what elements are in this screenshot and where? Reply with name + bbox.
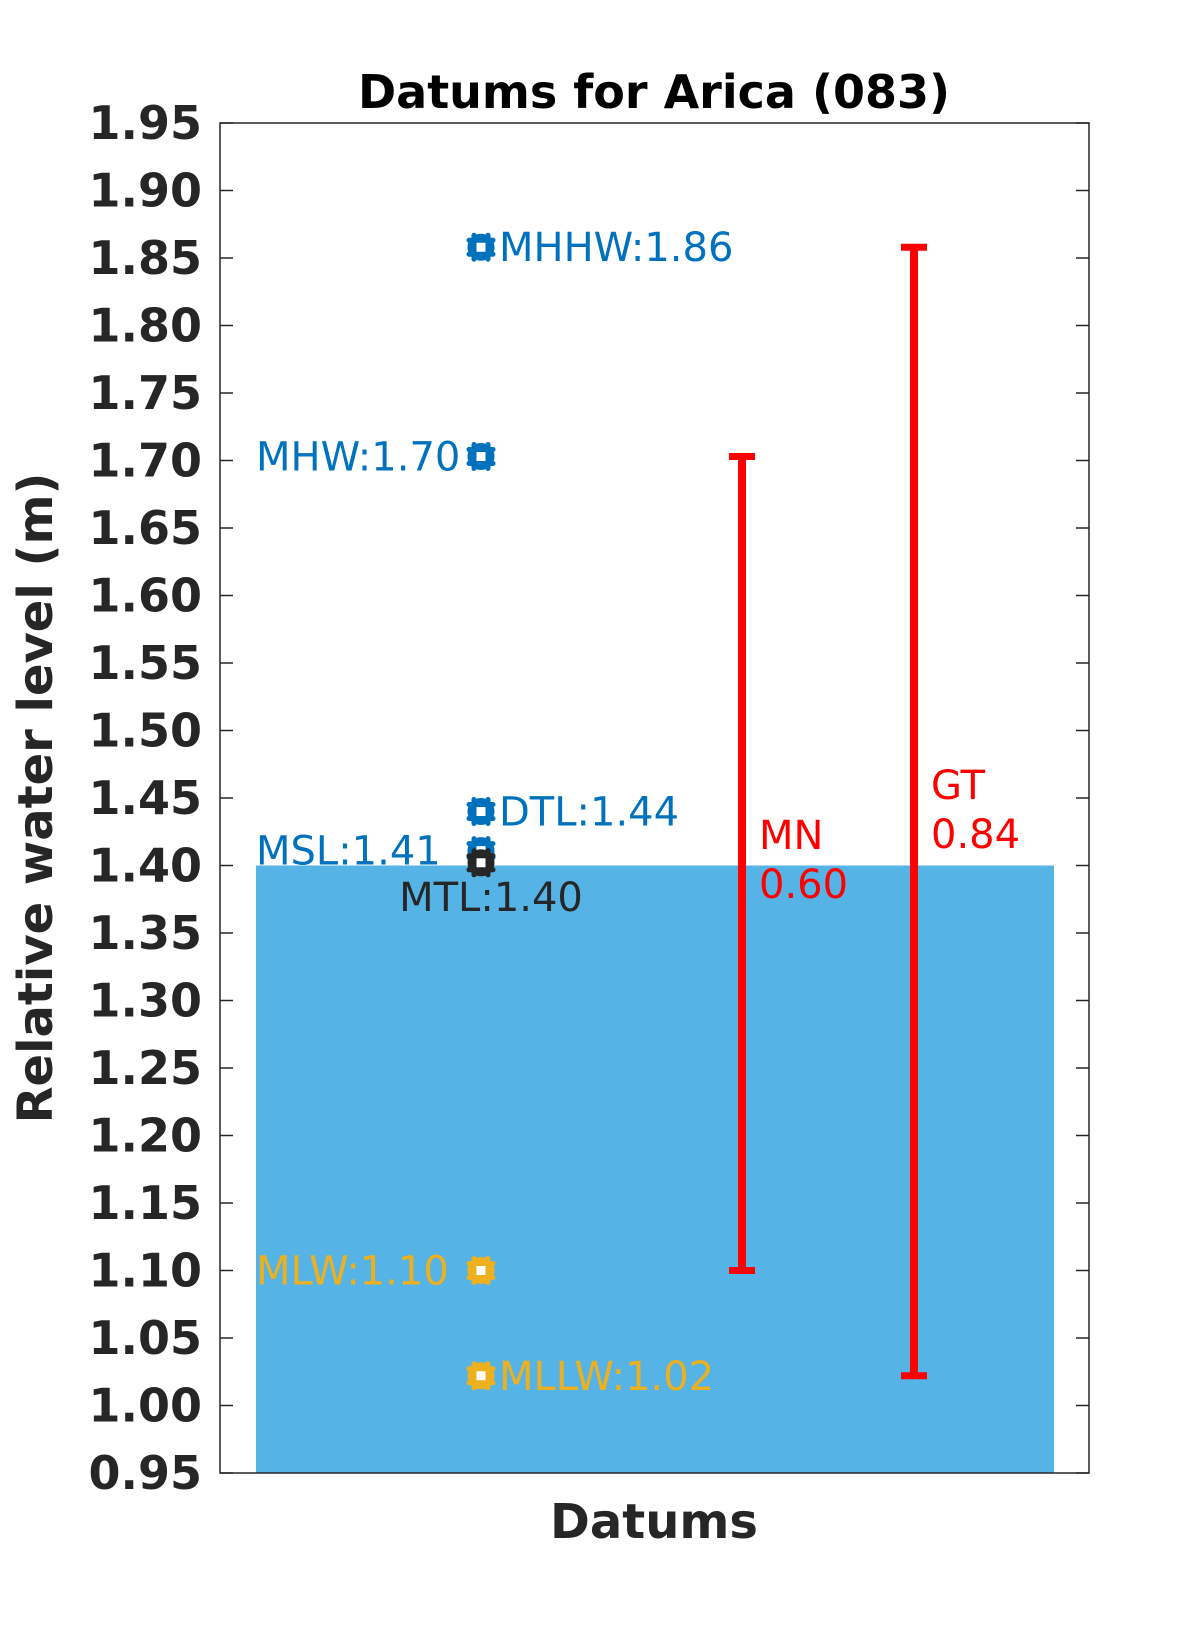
y-tick-label: 0.95 [89, 1446, 203, 1500]
datum-label-mtl: MTL:1.40 [399, 875, 583, 921]
range-label-value: 0.84 [931, 812, 1020, 858]
y-tick-label: 1.15 [89, 1176, 203, 1230]
y-tick-label: 1.85 [89, 231, 203, 285]
y-tick-label: 1.40 [89, 839, 203, 893]
y-tick-label: 1.90 [89, 164, 203, 218]
chart-title: Datums for Arica (083) [358, 65, 950, 119]
y-tick-label: 1.05 [89, 1311, 203, 1365]
y-tick-label: 1.55 [89, 636, 203, 690]
water-level-bar [256, 865, 1054, 1473]
datum-label-mhw: MHW:1.70 [256, 434, 460, 480]
y-tick-label: 1.80 [89, 299, 203, 353]
datum-label-mlw: MLW:1.10 [256, 1249, 449, 1295]
datum-label-dtl: DTL:1.44 [499, 790, 679, 836]
y-tick-label: 1.35 [89, 906, 203, 960]
y-tick-label: 1.45 [89, 771, 203, 825]
range-label-name: GT [931, 763, 986, 809]
axes-frame [219, 122, 1090, 1474]
y-tick-label: 1.30 [89, 974, 203, 1028]
y-tick-label: 1.95 [89, 96, 203, 150]
range-label-value: 0.60 [759, 862, 848, 908]
y-tick-label: 1.50 [89, 704, 203, 758]
datum-label-msl: MSL:1.41 [256, 829, 441, 875]
y-tick-label: 1.75 [89, 366, 203, 420]
y-tick-label: 1.10 [89, 1244, 203, 1298]
datum-label-mllw: MLLW:1.02 [499, 1354, 714, 1400]
x-axis-label: Datums [550, 1494, 758, 1550]
y-axis-label: Relative water level (m) [8, 473, 64, 1124]
y-tick-label: 1.25 [89, 1041, 203, 1095]
y-tick-label: 1.70 [89, 434, 203, 488]
y-tick-label: 1.20 [89, 1109, 203, 1163]
y-tick-label: 1.00 [89, 1379, 203, 1433]
y-tick-label: 1.65 [89, 501, 203, 555]
range-label-name: MN [759, 813, 823, 859]
y-tick-label: 1.60 [89, 569, 203, 623]
datum-label-mhhw: MHHW:1.86 [499, 225, 733, 271]
